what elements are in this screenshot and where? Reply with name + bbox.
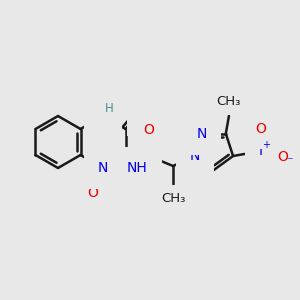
Text: O: O (88, 186, 98, 200)
Text: NH: NH (127, 161, 148, 175)
Text: N: N (197, 127, 208, 141)
Text: N: N (98, 108, 108, 122)
Text: O: O (277, 149, 288, 164)
Text: N: N (190, 149, 200, 163)
Text: N: N (98, 161, 108, 175)
Text: +: + (262, 140, 270, 149)
Text: CH₃: CH₃ (161, 192, 185, 205)
Text: S: S (141, 108, 149, 122)
Text: H: H (105, 103, 113, 116)
Text: N: N (259, 143, 269, 158)
Text: CH₃: CH₃ (217, 95, 241, 108)
Text: O: O (255, 122, 266, 136)
Text: O: O (144, 123, 154, 137)
Text: ⁻: ⁻ (286, 155, 293, 168)
